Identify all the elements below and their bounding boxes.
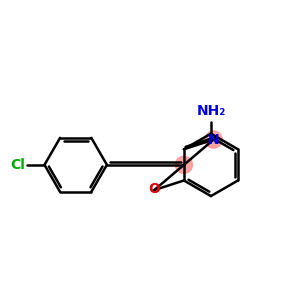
Text: Cl: Cl [10,158,25,172]
Circle shape [175,156,193,173]
Text: NH₂: NH₂ [196,104,226,118]
Circle shape [205,131,222,148]
Text: O: O [148,182,160,196]
Text: N: N [208,133,219,147]
